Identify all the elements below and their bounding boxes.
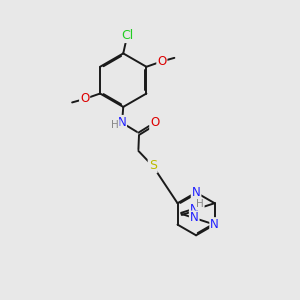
Text: N: N — [192, 186, 200, 199]
Text: N: N — [190, 203, 199, 216]
Text: N: N — [210, 218, 219, 231]
Text: O: O — [150, 116, 159, 130]
Text: H: H — [111, 120, 119, 130]
Text: N: N — [190, 212, 199, 224]
Text: H: H — [196, 200, 204, 209]
Text: S: S — [149, 159, 157, 172]
Text: Cl: Cl — [122, 29, 134, 42]
Text: N: N — [117, 116, 126, 129]
Text: O: O — [157, 55, 167, 68]
Text: O: O — [80, 92, 89, 105]
